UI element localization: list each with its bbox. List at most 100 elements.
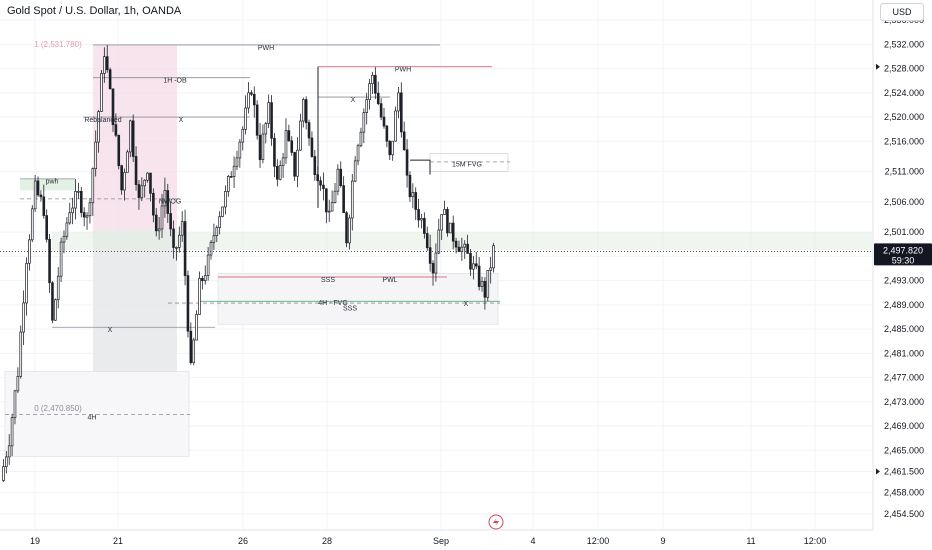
candle (97, 109, 100, 153)
candle (166, 183, 170, 223)
x-label-3: X (464, 301, 469, 308)
candle-body (2, 466, 5, 481)
candle-body (227, 176, 230, 192)
candle (201, 275, 204, 290)
candle-body (149, 172, 152, 194)
candle (189, 322, 193, 365)
candle (209, 239, 213, 260)
candle-body (382, 116, 386, 127)
candle-body (241, 128, 245, 143)
candle (394, 106, 397, 142)
candle (79, 187, 83, 218)
candle-body (486, 270, 490, 298)
candle (149, 172, 152, 202)
candle-body (368, 83, 371, 100)
candle (232, 156, 236, 188)
candle (229, 171, 233, 178)
candle-body (287, 130, 291, 142)
x-label-2: X (179, 117, 184, 124)
candle (460, 237, 464, 261)
candle-body (229, 176, 233, 178)
candle-body (235, 157, 239, 167)
candle (336, 164, 340, 196)
candle (339, 161, 343, 188)
candle-body (333, 190, 337, 203)
candle-body (250, 92, 253, 95)
candle (103, 47, 106, 83)
candle-body (483, 280, 487, 298)
candle-body (77, 190, 80, 193)
candle (42, 184, 46, 219)
candle (183, 209, 187, 286)
candle (2, 459, 5, 483)
candle-body (13, 390, 17, 418)
candle-body (152, 192, 155, 216)
candle (446, 206, 449, 237)
candle-body (469, 253, 472, 270)
price-tick-label: 2,461.500 (884, 466, 924, 476)
candle-body (307, 122, 311, 139)
candle (408, 171, 412, 202)
candle-body (437, 229, 441, 254)
ob-label: 1H -OB (163, 77, 187, 84)
candle-body (425, 233, 429, 249)
candle (449, 222, 452, 234)
candle-body (42, 196, 46, 216)
candle-body (405, 149, 409, 176)
candle (19, 325, 23, 379)
candle (348, 214, 351, 250)
candle-body (82, 212, 86, 218)
price-tick-label: 2,454.500 (884, 509, 924, 519)
fourh-label: 4H (88, 414, 97, 421)
candle-body (45, 215, 48, 240)
candle-body (451, 222, 455, 242)
candle-body (79, 190, 83, 213)
candle-body (299, 120, 302, 151)
candle (227, 175, 230, 197)
candle (134, 146, 138, 191)
candle-body (423, 218, 426, 234)
time-tick-label: 21 (113, 536, 123, 546)
candle-body (327, 210, 331, 213)
candle-body (224, 191, 227, 208)
candle-body (457, 246, 461, 253)
candle (472, 256, 475, 280)
candle (123, 168, 126, 201)
candle (382, 107, 386, 129)
candle-body (414, 192, 418, 210)
candle (428, 234, 432, 272)
candle-body (408, 174, 412, 198)
candle-body (281, 157, 285, 166)
candle (192, 337, 196, 366)
candle (466, 234, 469, 254)
candle (5, 451, 8, 474)
candle-body (365, 99, 369, 113)
chart-title: Gold Spot / U.S. Dollar, 1h, OANDA (7, 5, 182, 17)
candle-body (51, 282, 54, 321)
candle (327, 199, 331, 222)
candle-body (342, 185, 345, 214)
time-tick-label: 28 (322, 536, 332, 546)
currency-button[interactable]: USD (880, 3, 924, 21)
candle (54, 298, 57, 321)
candle-body (146, 172, 149, 181)
candle-body (175, 247, 178, 249)
candle (85, 212, 89, 230)
bottom-box (4, 371, 190, 457)
candle (131, 114, 135, 162)
candle (391, 140, 394, 161)
candle (293, 151, 296, 181)
candle (56, 267, 60, 309)
candle (7, 434, 11, 465)
candle (353, 156, 357, 183)
candle (140, 177, 144, 202)
sss-box (217, 273, 499, 325)
time-tick-label: 12:00 (587, 536, 610, 546)
price-tick-label: 2,489.000 (884, 300, 924, 310)
candle (350, 174, 354, 231)
candle-body (252, 93, 256, 106)
candle-body (157, 228, 161, 232)
candle (299, 113, 302, 151)
candle (371, 71, 374, 95)
